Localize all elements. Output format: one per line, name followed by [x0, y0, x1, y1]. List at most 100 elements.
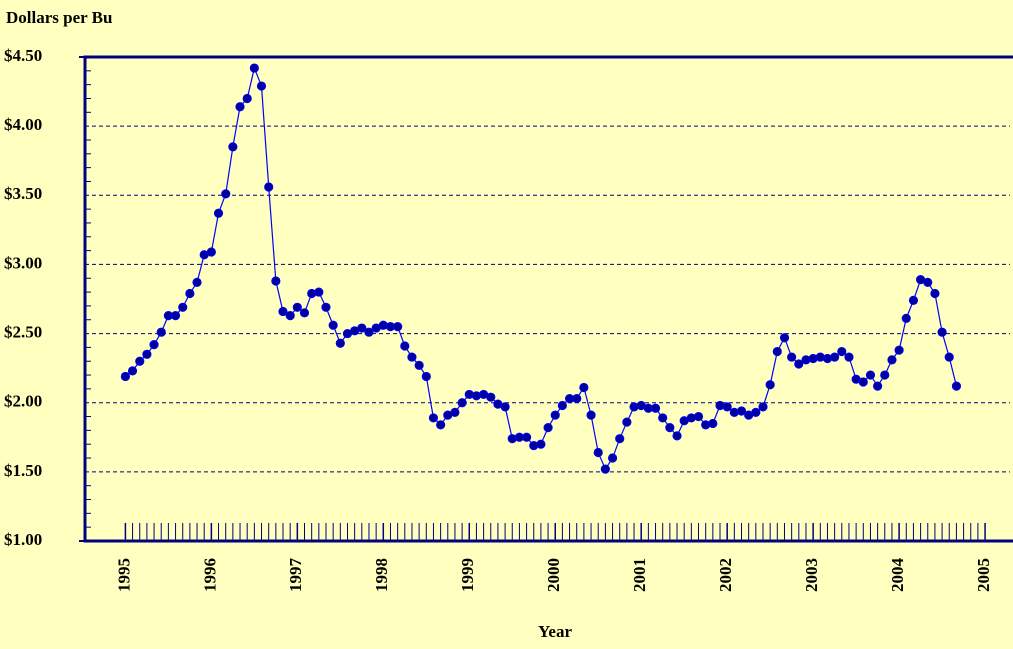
- data-point: [436, 420, 446, 430]
- x-tick-label: 2004: [888, 558, 907, 593]
- data-point: [221, 189, 231, 199]
- data-point: [192, 277, 202, 288]
- data-point: [457, 398, 467, 408]
- data-point: [228, 142, 238, 152]
- data-point: [865, 370, 876, 380]
- data-point: [414, 360, 424, 370]
- data-point: [658, 413, 668, 423]
- data-point: [335, 338, 345, 348]
- data-point: [880, 370, 890, 380]
- data-point: [500, 402, 510, 412]
- data-point: [772, 346, 782, 357]
- data-point: [923, 277, 933, 288]
- data-point: [235, 102, 245, 112]
- data-point: [120, 371, 131, 382]
- x-axis-title: Year: [538, 622, 572, 641]
- data-point: [622, 417, 632, 427]
- data-point: [794, 359, 804, 369]
- data-point: [314, 287, 324, 297]
- data-point: [242, 93, 252, 104]
- data-point: [185, 288, 195, 299]
- data-point: [421, 371, 431, 382]
- data-point: [901, 313, 911, 323]
- data-point: [593, 447, 603, 458]
- data-point: [951, 381, 962, 391]
- y-axis-title: Dollars per Bu: [6, 8, 112, 27]
- y-tick-label: $4.00: [4, 115, 42, 134]
- data-point: [256, 81, 267, 91]
- data-point: [393, 322, 403, 332]
- data-point: [149, 340, 159, 350]
- data-point: [665, 423, 675, 433]
- data-point: [249, 63, 259, 73]
- x-tick-label: 2000: [544, 558, 563, 592]
- data-point: [486, 392, 496, 402]
- data-point: [837, 346, 847, 357]
- data-point: [607, 453, 618, 463]
- data-point: [206, 247, 216, 257]
- data-point: [937, 327, 947, 337]
- y-tick-label: $1.00: [4, 530, 42, 549]
- data-point: [615, 434, 625, 444]
- data-point: [178, 302, 188, 312]
- data-point: [873, 381, 883, 391]
- y-tick-label: $3.50: [4, 184, 42, 203]
- data-point: [357, 323, 367, 333]
- data-point: [650, 403, 661, 413]
- data-point: [858, 377, 868, 387]
- data-point: [830, 352, 840, 362]
- data-point: [400, 341, 410, 351]
- data-point: [672, 431, 682, 441]
- data-point: [264, 182, 274, 192]
- data-point: [536, 439, 546, 449]
- data-point: [299, 308, 310, 318]
- data-point: [779, 333, 790, 343]
- x-tick-label: 2001: [630, 558, 649, 592]
- y-tick-label: $2.00: [4, 392, 42, 411]
- data-point: [543, 423, 553, 433]
- x-tick-label: 2003: [802, 558, 821, 592]
- data-point: [908, 295, 919, 305]
- data-point: [271, 276, 281, 286]
- data-point: [321, 302, 331, 312]
- y-tick-label: $4.50: [4, 46, 42, 65]
- data-point: [156, 327, 166, 337]
- data-point: [844, 352, 854, 362]
- data-point: [586, 410, 596, 420]
- data-point: [722, 402, 732, 412]
- x-tick-label: 2002: [716, 558, 735, 592]
- data-point: [600, 464, 610, 474]
- data-point: [758, 402, 768, 412]
- data-point: [930, 288, 940, 299]
- data-point: [278, 306, 288, 317]
- data-point: [522, 432, 532, 442]
- data-point: [213, 208, 224, 218]
- data-point: [887, 355, 897, 365]
- x-tick-label: 1995: [114, 558, 133, 592]
- x-tick-label: 2005: [974, 558, 993, 592]
- data-point: [708, 418, 718, 429]
- data-point: [736, 406, 747, 416]
- y-tick-label: $1.50: [4, 461, 42, 480]
- data-point: [285, 310, 295, 321]
- data-point: [170, 310, 181, 321]
- series-line: [125, 66, 958, 471]
- x-tick-label: 1999: [458, 558, 477, 592]
- data-point: [557, 400, 567, 411]
- data-point: [407, 352, 417, 362]
- data-point: [142, 349, 152, 359]
- data-point: [428, 413, 439, 423]
- data-point: [364, 327, 374, 337]
- x-tick-label: 1997: [286, 558, 305, 593]
- data-point: [944, 352, 954, 362]
- data-point: [572, 393, 582, 404]
- data-point: [751, 407, 761, 417]
- x-tick-label: 1998: [372, 558, 391, 592]
- data-point: [579, 382, 589, 393]
- data-point: [127, 366, 138, 376]
- data-point: [894, 345, 904, 355]
- data-point: [693, 411, 704, 422]
- data-point: [765, 380, 775, 390]
- data-point: [787, 352, 797, 362]
